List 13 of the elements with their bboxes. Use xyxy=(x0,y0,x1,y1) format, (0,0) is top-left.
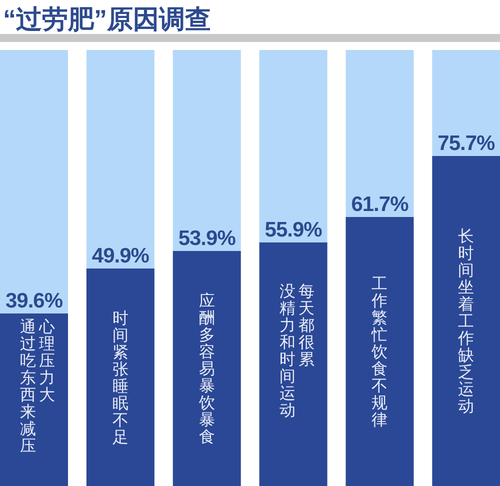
chart-title: “过劳肥”原因调查 xyxy=(3,4,211,34)
data-label: 55.9% xyxy=(264,218,323,242)
data-label: 49.9% xyxy=(92,244,150,268)
x-tick-label: 每天都很累没精力和时间运动 xyxy=(279,283,316,420)
data-label: 61.7% xyxy=(351,192,410,216)
category-label: 应酬多容易暴饮暴食 xyxy=(198,293,215,446)
category-label: 工作繁忙饮食不规律 xyxy=(372,276,388,430)
data-label: 39.6% xyxy=(5,289,64,312)
x-tick-label: 心理压力大通过吃东西来减压 xyxy=(20,318,56,455)
x-tick-label: 时间紧张睡眠不足 xyxy=(112,309,128,446)
data-label: 53.9% xyxy=(178,226,236,250)
category-label: 长时间坐着工作缺乏运动 xyxy=(458,228,474,416)
data-label: 75.7% xyxy=(438,132,496,155)
